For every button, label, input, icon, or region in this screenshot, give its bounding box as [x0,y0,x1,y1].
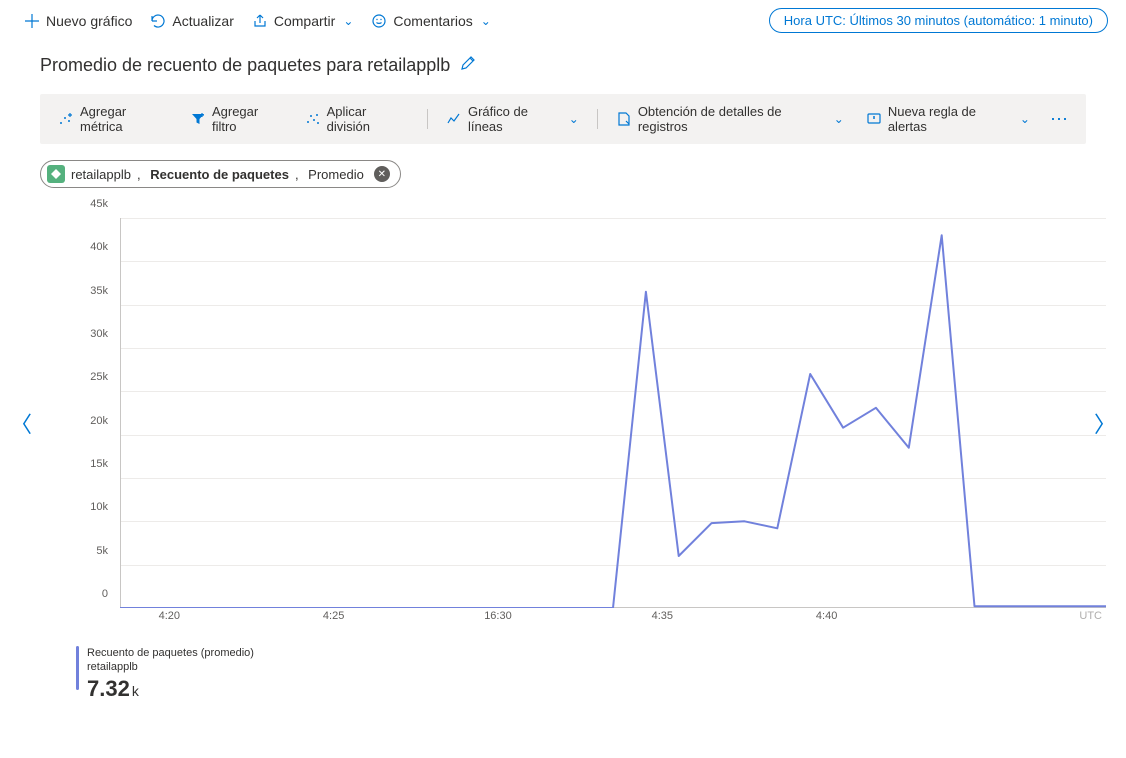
metric-pill-metric: Recuento de paquetes [150,167,289,182]
alert-icon [866,111,882,127]
x-tick-label: 4:25 [323,610,344,622]
add-filter-label: Agregar filtro [212,104,283,134]
legend-title: Recuento de paquetes (promedio) [87,646,254,660]
line-series [120,218,1106,608]
add-metric-label: Agregar métrica [80,104,168,134]
comments-label: Comentarios [393,13,472,29]
share-icon [252,13,268,29]
metric-pill[interactable]: retailapplb, Recuento de paquetes, Prome… [40,160,401,188]
time-range-selector[interactable]: Hora UTC: Últimos 30 minutos (automático… [769,8,1108,33]
legend-text: Recuento de paquetes (promedio) retailap… [87,646,254,703]
y-tick-label: 30k [68,328,108,340]
time-range-label: Hora UTC: Últimos 30 minutos (automático… [784,13,1093,28]
x-tick-label: 4:20 [159,610,180,622]
divider [427,109,428,129]
x-tick-label: 4:35 [652,610,673,622]
refresh-button[interactable]: Actualizar [144,9,239,33]
scatter-plus-icon [58,111,74,127]
filter-icon [190,111,206,127]
y-tick-label: 20k [68,415,108,427]
top-toolbar: Nuevo gráfico Actualizar Compartir ⌄ Com… [0,0,1126,41]
share-button[interactable]: Compartir ⌄ [246,9,360,33]
line-chart-icon [446,111,462,127]
chevron-down-icon: ⌄ [834,112,844,126]
new-chart-button[interactable]: Nuevo gráfico [18,9,138,33]
share-label: Compartir [274,13,335,29]
y-tick-label: 5k [68,545,108,557]
apply-splitting-button[interactable]: Aplicar división [297,100,417,138]
y-axis: 05k10k15k20k25k30k35k40k45k [74,218,114,608]
page-title: Promedio de recuento de paquetes para re… [40,55,450,76]
chevron-down-icon: ⌄ [481,14,491,28]
remove-metric-button[interactable]: ✕ [374,166,390,182]
y-tick-label: 10k [68,501,108,513]
smile-icon [371,13,387,29]
add-metric-button[interactable]: Agregar métrica [50,100,176,138]
new-alert-label: Nueva regla de alertas [888,104,1012,134]
x-tick-label: 16:30 [484,610,512,622]
chart-type-dropdown[interactable]: Gráfico de líneas ⌄ [438,100,587,138]
legend-value: 7.32k [87,675,254,704]
x-axis-utc-label: UTC [1079,610,1102,622]
scatter-icon [305,111,321,127]
chevron-down-icon: ⌄ [569,112,579,126]
resource-icon [47,165,65,183]
y-tick-label: 15k [68,458,108,470]
legend-subtitle: retailapplb [87,660,254,674]
y-tick-label: 40k [68,241,108,253]
chevron-down-icon: ⌄ [343,14,353,28]
legend-color-bar [76,646,79,690]
drill-logs-button[interactable]: Obtención de detalles de registros ⌄ [608,100,852,138]
new-alert-button[interactable]: Nueva regla de alertas ⌄ [858,100,1038,138]
chart-toolbar: Agregar métrica Agregar filtro Aplicar d… [40,94,1086,144]
plus-icon [24,13,40,29]
y-tick-label: 45k [68,198,108,210]
pencil-icon [460,55,476,71]
legend-value-number: 7.32 [87,676,130,701]
chart-title-row: Promedio de recuento de paquetes para re… [0,41,1126,94]
logs-icon [616,111,632,127]
y-tick-label: 25k [68,371,108,383]
apply-splitting-label: Aplicar división [327,104,409,134]
ellipsis-icon: ⋯ [1050,109,1070,129]
chevron-left-icon: 〈 [10,412,32,437]
prev-chart-button[interactable]: 〈 [4,401,38,445]
chart-legend: Recuento de paquetes (promedio) retailap… [76,646,1086,703]
comments-button[interactable]: Comentarios ⌄ [365,9,496,33]
more-options-button[interactable]: ⋯ [1044,105,1076,134]
y-tick-label: 0 [68,588,108,600]
drill-logs-label: Obtención de detalles de registros [638,104,826,134]
legend-value-unit: k [132,683,139,699]
metric-pill-resource: retailapplb [71,167,131,182]
new-chart-label: Nuevo gráfico [46,13,132,29]
close-icon: ✕ [378,169,386,180]
chart-plot: 05k10k15k20k25k30k35k40k45k 4:204:2516:3… [80,218,1086,628]
y-tick-label: 35k [68,285,108,297]
chart-container: 〈 〉 05k10k15k20k25k30k35k40k45k 4:204:25… [40,218,1086,628]
add-filter-button[interactable]: Agregar filtro [182,100,291,138]
chevron-down-icon: ⌄ [1020,112,1030,126]
x-tick-label: 4:40 [816,610,837,622]
chart-type-label: Gráfico de líneas [468,104,561,134]
metric-pill-row: retailapplb, Recuento de paquetes, Prome… [0,144,1126,188]
edit-title-button[interactable] [460,55,476,76]
x-axis: 4:20 4:25 16:30 4:35 4:40 UTC [120,610,1106,630]
refresh-icon [150,13,166,29]
divider [597,109,598,129]
metric-pill-aggregation: Promedio [308,167,364,182]
refresh-label: Actualizar [172,13,233,29]
